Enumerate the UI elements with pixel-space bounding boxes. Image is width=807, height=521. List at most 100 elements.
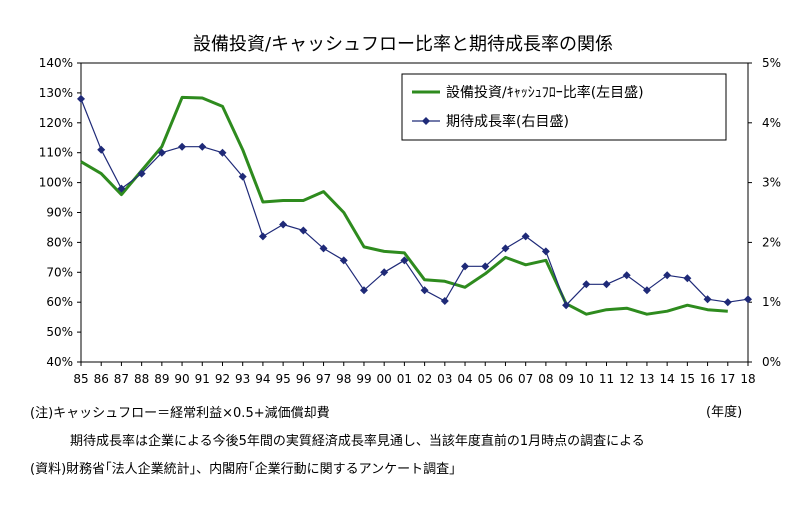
right-axis-tick-label: 2% bbox=[762, 235, 781, 249]
expected-growth-point bbox=[642, 286, 651, 295]
x-axis-tick-label: 00 bbox=[377, 372, 392, 386]
expected-growth-point bbox=[359, 286, 368, 295]
expected-growth-point bbox=[481, 262, 490, 271]
left-axis-tick-label: 60% bbox=[46, 295, 73, 309]
legend: 設備投資/ｷｬｯｼｭﾌﾛｰ比率(左目盛) 期待成長率(右目盛) bbox=[401, 73, 727, 141]
right-axis: 5% 4% 3% 2% 1% 0% bbox=[748, 56, 781, 369]
x-axis-tick-label: 01 bbox=[397, 372, 412, 386]
expected-growth-point bbox=[218, 148, 227, 157]
series-layer bbox=[77, 94, 752, 316]
expected-growth-point bbox=[602, 280, 611, 289]
right-axis-tick-label: 1% bbox=[762, 295, 781, 309]
left-axis-tick-label: 130% bbox=[39, 86, 73, 100]
x-axis-tick-label: 93 bbox=[235, 372, 250, 386]
expected-growth-point bbox=[279, 220, 288, 229]
right-axis-tick-label: 4% bbox=[762, 116, 781, 130]
x-axis-tick-label: 99 bbox=[356, 372, 371, 386]
x-axis-tick-label: 92 bbox=[215, 372, 230, 386]
expected-growth-point bbox=[744, 295, 752, 304]
x-axis-tick-label: 90 bbox=[174, 372, 189, 386]
expected-growth-point bbox=[299, 226, 308, 235]
expected-growth-point bbox=[562, 301, 571, 310]
left-axis-tick-label: 100% bbox=[39, 176, 73, 190]
x-axis-tick-label: 85 bbox=[73, 372, 88, 386]
expected-growth-point bbox=[339, 256, 348, 265]
x-axis-tick-label: 91 bbox=[195, 372, 210, 386]
left-axis-tick-label: 140% bbox=[39, 56, 73, 70]
x-axis-tick-label: 94 bbox=[255, 372, 270, 386]
expected-growth-line bbox=[80, 98, 749, 306]
left-axis: 140% 130% 120% 110% 100% 90% 80% 70% 60% 50% 40% bbox=[39, 56, 81, 369]
legend-label-capex-ratio: 設備投資/ｷｬｯｼｭﾌﾛｰ比率(左目盛) bbox=[446, 84, 644, 101]
capex-ratio-line bbox=[80, 95, 728, 316]
x-axis-tick-label: 06 bbox=[498, 372, 513, 386]
left-axis-tick-label: 120% bbox=[39, 116, 73, 130]
note-cashflow-definition: (注)キャッシュフロー＝経常利益×0.5+減価償却費 bbox=[30, 406, 330, 421]
x-axis-tick-label: 10 bbox=[579, 372, 594, 386]
x-axis-tick-label: 16 bbox=[700, 372, 715, 386]
expected-growth-point bbox=[703, 295, 712, 304]
expected-growth-point bbox=[77, 94, 85, 103]
note-sources: (資料)財務省｢法人企業統計｣、内閣府｢企業行動に関するアンケート調査」 bbox=[30, 462, 463, 477]
left-axis-tick-label: 110% bbox=[39, 146, 73, 160]
legend-diamond-marker bbox=[422, 117, 430, 125]
x-axis-tick-label: 17 bbox=[720, 372, 735, 386]
expected-growth-point bbox=[198, 142, 207, 151]
x-axis-tick-label: 07 bbox=[518, 372, 533, 386]
expected-growth-point bbox=[117, 184, 126, 193]
x-axis-tick-label: 11 bbox=[599, 372, 614, 386]
x-axis: 85 86 87 88 89 90 91 92 93 94 95 96 97 98 99 00 01 02 03 04… bbox=[73, 362, 756, 386]
x-axis-tick-label: 87 bbox=[114, 372, 129, 386]
x-axis-tick-label: 04 bbox=[457, 372, 472, 386]
expected-growth-point bbox=[178, 142, 187, 151]
left-axis-tick-label: 70% bbox=[46, 265, 73, 279]
left-axis-tick-label: 90% bbox=[46, 206, 73, 220]
x-axis-tick-label: 05 bbox=[478, 372, 493, 386]
right-axis-tick-label: 5% bbox=[762, 56, 781, 70]
expected-growth-point bbox=[541, 247, 550, 256]
expected-growth-point bbox=[137, 169, 146, 178]
x-axis-tick-label: 15 bbox=[680, 372, 695, 386]
expected-growth-point bbox=[440, 297, 449, 306]
x-axis-tick-label: 02 bbox=[417, 372, 432, 386]
expected-growth-point bbox=[380, 268, 389, 277]
x-axis-tick-label: 08 bbox=[538, 372, 553, 386]
expected-growth-point bbox=[157, 148, 166, 157]
expected-growth-point bbox=[663, 271, 672, 280]
note-expected-growth-definition: 期待成長率は企業による今後5年間の実質経済成長率見通し、当該年度直前の1月時点の… bbox=[70, 434, 645, 449]
x-axis-tick-label: 88 bbox=[134, 372, 149, 386]
expected-growth-point bbox=[319, 244, 328, 253]
right-axis-tick-label: 3% bbox=[762, 176, 781, 190]
left-axis-tick-label: 50% bbox=[46, 325, 73, 339]
expected-growth-point bbox=[582, 280, 591, 289]
expected-growth-point bbox=[258, 232, 267, 241]
plot-area-frame bbox=[80, 62, 749, 363]
legend-box bbox=[401, 73, 727, 141]
expected-growth-point bbox=[723, 298, 732, 307]
expected-growth-point bbox=[400, 256, 409, 265]
x-axis-tick-label: 03 bbox=[437, 372, 452, 386]
expected-growth-point bbox=[683, 274, 692, 283]
left-axis-tick-label: 80% bbox=[46, 235, 73, 249]
expected-growth-point bbox=[501, 244, 510, 253]
legend-label-expected-growth: 期待成長率(右目盛) bbox=[446, 113, 569, 130]
left-axis-tick-label: 40% bbox=[46, 355, 73, 369]
x-axis-tick-label: 98 bbox=[336, 372, 351, 386]
x-axis-tick-label: 86 bbox=[94, 372, 109, 386]
expected-growth-point bbox=[461, 262, 470, 271]
chart-title: 設備投資/キャッシュフロー比率と期待成長率の関係 bbox=[193, 34, 613, 55]
x-axis-tick-label: 89 bbox=[154, 372, 169, 386]
x-axis-tick-label: 13 bbox=[639, 372, 654, 386]
right-axis-tick-label: 0% bbox=[762, 355, 781, 369]
expected-growth-point bbox=[238, 172, 247, 181]
x-axis-tick-label: 96 bbox=[296, 372, 311, 386]
x-axis-tick-label: 14 bbox=[660, 372, 675, 386]
x-axis-unit-label: (年度) bbox=[706, 405, 743, 420]
expected-growth-point bbox=[420, 286, 429, 295]
x-axis-tick-label: 97 bbox=[316, 372, 331, 386]
x-axis-tick-label: 09 bbox=[558, 372, 573, 386]
x-axis-tick-label: 12 bbox=[619, 372, 634, 386]
expected-growth-point bbox=[521, 232, 530, 241]
expected-growth-point bbox=[622, 271, 631, 280]
